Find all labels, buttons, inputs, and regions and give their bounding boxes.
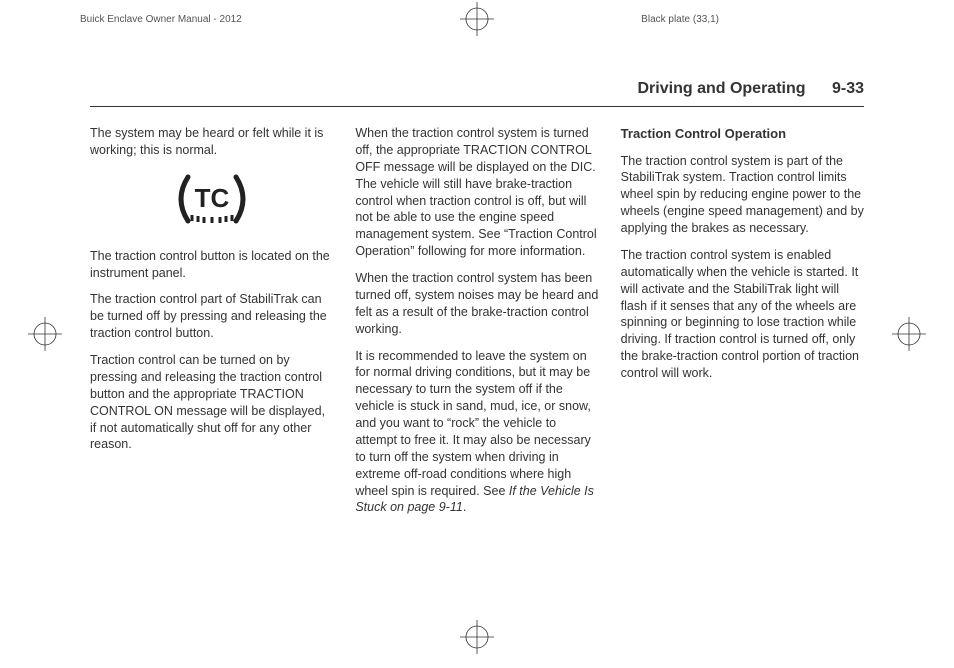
registration-mark-bottom xyxy=(460,620,494,654)
column-1: The system may be heard or felt while it… xyxy=(90,125,333,526)
registration-mark-right xyxy=(892,317,926,351)
section-header: Driving and Operating 9-33 xyxy=(90,80,864,107)
paragraph: The traction control system is part of t… xyxy=(621,153,864,237)
section-title: Driving and Operating xyxy=(638,80,806,97)
manual-title: Buick Enclave Owner Manual - 2012 xyxy=(80,14,242,25)
page-content: Driving and Operating 9-33 The system ma… xyxy=(90,80,864,620)
body-columns: The system may be heard or felt while it… xyxy=(90,125,864,526)
paragraph: Traction control can be turned on by pre… xyxy=(90,352,333,453)
column-3: Traction Control Operation The traction … xyxy=(621,125,864,526)
paragraph-text: . xyxy=(463,500,466,514)
paragraph: It is recommended to leave the system on… xyxy=(355,348,598,517)
paragraph: When the traction control system has bee… xyxy=(355,270,598,338)
paragraph: The traction control system is enabled a… xyxy=(621,247,864,382)
paragraph-text: It is recommended to leave the system on… xyxy=(355,349,591,498)
subheading: Traction Control Operation xyxy=(621,125,864,143)
paragraph: The traction control part of StabiliTrak… xyxy=(90,291,333,342)
traction-control-icon: TC xyxy=(90,171,333,232)
paragraph: When the traction control system is turn… xyxy=(355,125,598,260)
paragraph: The traction control button is located o… xyxy=(90,248,333,282)
column-2: When the traction control system is turn… xyxy=(355,125,598,526)
tc-icon-label: TC xyxy=(194,183,229,213)
plate-label: Black plate (33,1) xyxy=(641,14,719,25)
print-header: Buick Enclave Owner Manual - 2012 Black … xyxy=(0,14,954,42)
registration-mark-left xyxy=(28,317,62,351)
page-number: 9-33 xyxy=(832,80,864,97)
paragraph: The system may be heard or felt while it… xyxy=(90,125,333,159)
